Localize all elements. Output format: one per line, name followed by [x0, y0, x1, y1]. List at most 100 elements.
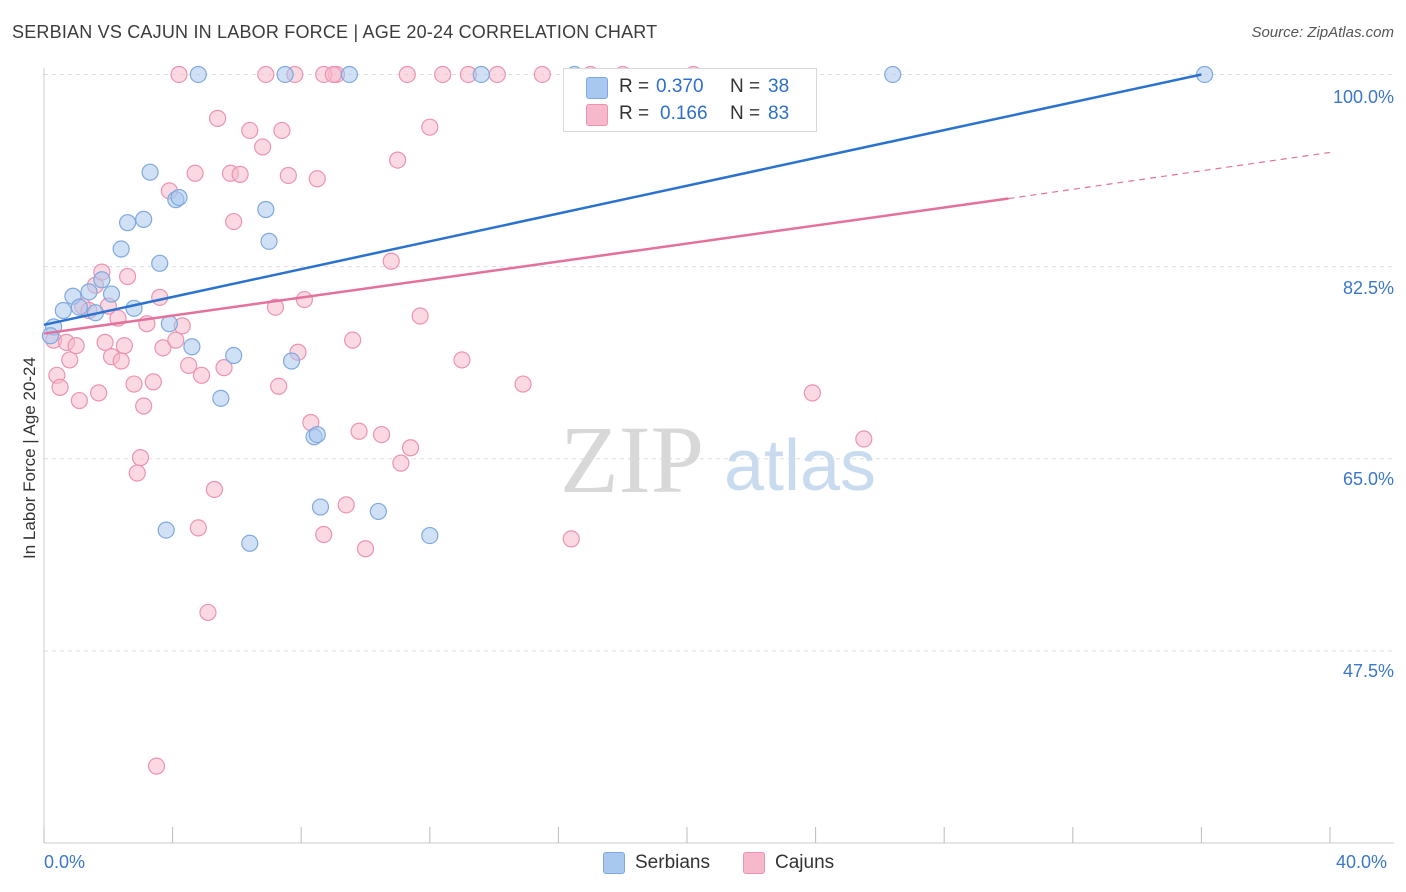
cajuns-point [308, 170, 326, 188]
cajuns-point [61, 351, 79, 369]
serbians-point [241, 534, 259, 552]
legend-n-value-serbians: 38 [768, 76, 790, 97]
cajuns-point [189, 519, 207, 537]
cajuns-point [389, 151, 407, 169]
cajuns-point [112, 352, 130, 370]
legend-swatch-serbians [586, 77, 608, 99]
legend-bottom-label-cajuns: Cajuns [775, 852, 835, 873]
cajuns-point [241, 121, 259, 140]
cajuns-point [434, 65, 452, 84]
y-tick-label-47-5: 47.5% [1342, 661, 1394, 681]
cajuns-point [192, 366, 211, 384]
cajuns-point [118, 267, 137, 286]
y-tick-label-65: 65.0% [1342, 469, 1394, 489]
y-tick-label-82-5: 82.5% [1342, 278, 1394, 298]
cajuns-point [225, 212, 243, 231]
chart-title: SERBIAN VS CAJUN IN LABOR FORCE | AGE 20… [12, 22, 658, 42]
legend-r-label-cajuns: R = [619, 103, 650, 124]
trend-lines [43, 73, 1331, 335]
cajuns-point [135, 397, 153, 415]
serbians-point [54, 301, 72, 320]
cajuns-point [115, 337, 133, 355]
cajuns-point [392, 454, 410, 472]
cajuns-point [125, 375, 143, 393]
cajuns-point [205, 480, 223, 499]
serbians-point [141, 163, 159, 181]
cajuns-point [170, 65, 188, 84]
legend-stats: R = 0.370 N = 38 R = 0.166 N = 83 [563, 68, 817, 132]
serbians-point [112, 240, 130, 258]
cajuns-point [96, 333, 114, 351]
watermark: ZIP atlas [560, 406, 876, 513]
serbians-point [257, 200, 275, 219]
cajuns-point [315, 525, 333, 544]
cajuns-point [803, 384, 821, 402]
cajuns-point [270, 377, 288, 395]
serbians-point [160, 315, 178, 333]
legend-swatch-cajuns [586, 104, 608, 126]
serbians-point [340, 65, 359, 84]
serbians-point [308, 425, 326, 444]
cajuns-point [144, 373, 162, 391]
serbians-point [70, 298, 88, 316]
cajuns-point [209, 109, 227, 127]
legend-bottom-swatch-serbians [603, 852, 625, 874]
legend-n-label-serbians: N = [730, 76, 761, 97]
cajuns-point [215, 359, 233, 377]
serbians-point [135, 210, 153, 228]
serbians-point [260, 232, 278, 250]
cajuns-point [855, 430, 873, 448]
cajuns-point [488, 65, 506, 84]
serbians-point [884, 65, 902, 84]
serbians-point [212, 389, 230, 407]
cajuns-point [128, 464, 146, 482]
cajuns-point [562, 530, 580, 548]
cajuns-point [401, 439, 420, 457]
serbians-point [80, 283, 98, 301]
cajuns-point [131, 449, 150, 467]
cajuns-point [279, 166, 297, 185]
serbians-point [170, 188, 188, 207]
serbians-point [189, 65, 207, 84]
cajuns-point [398, 65, 416, 84]
data-points [41, 65, 1214, 775]
serbians-point [183, 338, 201, 356]
cajuns-point [154, 339, 172, 357]
cajuns-trend-extension [1008, 151, 1331, 200]
cajuns-point [51, 378, 69, 396]
cajuns-point [180, 356, 198, 375]
cajuns-point [67, 337, 85, 355]
cajuns-point [337, 496, 355, 514]
legend-item-cajuns: Cajuns [743, 852, 834, 874]
cajuns-point [167, 331, 185, 349]
cajuns-point [266, 298, 285, 316]
cajuns-point [324, 65, 342, 84]
legend-item-serbians: Serbians [603, 852, 710, 874]
serbians-point [41, 327, 60, 345]
serbians-point [93, 271, 111, 289]
cajuns-point [257, 65, 275, 84]
serbians-point [369, 502, 387, 521]
serbians-point [157, 521, 175, 539]
cajuns-point [382, 252, 400, 270]
watermark-zip: ZIP [560, 406, 704, 513]
cajuns-point [231, 165, 249, 183]
serbians-point [102, 285, 121, 303]
serbians-point [311, 498, 330, 516]
serbians-point [472, 65, 490, 84]
cajuns-point [533, 65, 551, 84]
axes [43, 68, 1394, 844]
cajuns-trend-line [43, 197, 1009, 335]
serbians-point [225, 346, 243, 365]
serbians-point [276, 65, 294, 84]
x-tick-label-min: 0.0% [44, 852, 86, 872]
source-credit: Source: ZipAtlas.com [1251, 24, 1394, 41]
cajuns-point [356, 540, 375, 558]
cajuns-point [350, 422, 368, 440]
serbians-trend-line [43, 73, 1202, 327]
serbians-point [151, 254, 169, 272]
legend-bottom-label-serbians: Serbians [635, 852, 710, 873]
cajuns-point [344, 331, 362, 349]
grid-lines [44, 73, 1394, 652]
